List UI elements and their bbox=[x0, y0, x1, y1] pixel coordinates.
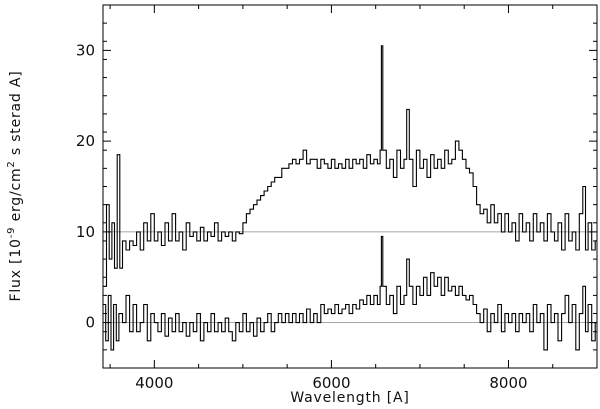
x-axis-ticks: 4000 6000 8000 bbox=[109, 5, 598, 392]
x-tick-label-0: 4000 bbox=[135, 374, 173, 392]
series-layer bbox=[103, 45, 597, 351]
x-tick-label-2: 8000 bbox=[489, 374, 527, 392]
y-tick-label-2: 20 bbox=[76, 132, 95, 150]
y-axis-label-exponent-1: -9 bbox=[6, 227, 17, 239]
x-tick-label-1: 6000 bbox=[312, 374, 350, 392]
y-axis-label-exponent-2: 2 bbox=[6, 160, 17, 167]
series-line-1 bbox=[103, 235, 597, 351]
y-tick-label-1: 10 bbox=[76, 223, 95, 241]
series-line-0 bbox=[103, 45, 597, 287]
reference-lines bbox=[103, 231, 597, 324]
y-tick-label-0: 0 bbox=[85, 314, 95, 332]
y-axis-label-prefix: Flux [10 bbox=[8, 238, 24, 301]
y-axis-label: Flux [10-9 erg/cm2 s sterad A] bbox=[6, 70, 24, 301]
y-axis-ticks: 0 10 20 30 bbox=[76, 4, 597, 369]
y-axis-label-middle: erg/cm bbox=[8, 168, 24, 227]
x-axis-label: Wavelength [A] bbox=[290, 390, 409, 406]
y-tick-label-3: 30 bbox=[76, 41, 95, 59]
y-axis-label-suffix: s sterad A] bbox=[8, 70, 24, 160]
